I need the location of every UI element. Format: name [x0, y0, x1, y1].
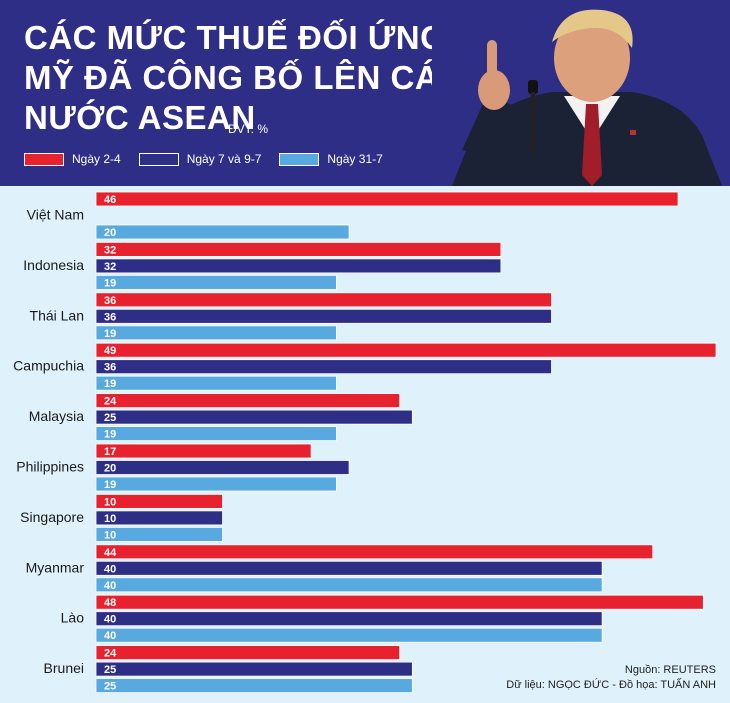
bar [95, 292, 552, 308]
bar [95, 393, 401, 409]
data-label: 24 [104, 648, 117, 660]
unit-label: ĐVT: % [228, 122, 269, 136]
legend-swatch-2 [138, 152, 179, 166]
category-label: Philippines [16, 459, 84, 475]
data-label: 19 [104, 429, 116, 441]
data-label: 44 [104, 547, 117, 559]
data-label: 25 [104, 681, 116, 693]
bar [95, 577, 603, 593]
data-label: 19 [104, 277, 116, 289]
source-line-1: Nguồn: REUTERS [624, 664, 716, 676]
bar [95, 443, 312, 459]
bar [95, 460, 350, 475]
legend-label-1: Ngày 2-4 [72, 152, 121, 166]
category-label: Brunei [44, 660, 84, 676]
legend-item-2: Ngày 7 và 9-7 [138, 152, 262, 166]
speaker-photo [432, 0, 730, 186]
title-line-3: NƯỚC ASEAN [24, 99, 256, 136]
data-label: 40 [104, 630, 116, 642]
category-label: Myanmar [26, 559, 85, 575]
bar [95, 258, 502, 274]
legend-label-2: Ngày 7 và 9-7 [186, 152, 262, 166]
chart-header: CÁC MỨC THUẾ ĐỐI ỨNG MỸ ĐÃ CÔNG BỐ LÊN C… [0, 0, 730, 186]
data-label: 20 [104, 227, 116, 239]
source-line-2: Dữ liệu: NGỌC ĐỨC - Đồ họa: TUẤN ANH [506, 679, 716, 691]
category-label: Indonesia [23, 257, 84, 273]
data-label: 10 [104, 496, 116, 508]
data-label: 46 [104, 194, 116, 206]
bar-chart: Việt Nam 46 20 Indonesia 32 32 19 Thái Lan 36 36 1… [13, 191, 717, 694]
data-label: 19 [104, 479, 116, 491]
bar [95, 191, 679, 207]
data-label: 10 [104, 513, 116, 525]
data-label: 40 [104, 563, 116, 575]
title-line-1: CÁC MỨC THUẾ ĐỐI ỨNG [24, 19, 447, 56]
legend-item-3: Ngày 31-7 [279, 152, 383, 166]
bar [95, 375, 337, 391]
bar [95, 224, 350, 240]
bar [95, 544, 654, 560]
bar [95, 510, 223, 526]
data-label: 25 [104, 412, 116, 424]
category-label: Malaysia [29, 408, 84, 424]
data-label: 36 [104, 295, 116, 307]
bar [95, 645, 401, 661]
data-label: 40 [104, 614, 116, 626]
data-label: 19 [104, 378, 116, 390]
plot-area: Việt Nam 46 20 Indonesia 32 32 19 Thái Lan 36 36 1… [0, 186, 730, 703]
bar [95, 661, 413, 677]
data-label: 19 [104, 328, 116, 340]
bar [95, 342, 717, 358]
data-label: 32 [104, 244, 116, 256]
legend: Ngày 2-4 Ngày 7 và 9-7 Ngày 31-7 [24, 150, 401, 168]
data-label: 10 [104, 529, 116, 541]
bar [95, 493, 223, 509]
category-label: Lào [61, 610, 85, 626]
data-label: 48 [104, 597, 116, 609]
category-label: Campuchia [13, 358, 84, 374]
title-line-2: MỸ ĐÃ CÔNG BỐ LÊN CÁC [24, 59, 464, 96]
data-label: 25 [104, 664, 116, 676]
bar [95, 426, 337, 442]
chart-title: CÁC MỨC THUẾ ĐỐI ỨNG MỸ ĐÃ CÔNG BỐ LÊN C… [24, 18, 464, 138]
bar [95, 611, 603, 627]
bar [95, 359, 552, 375]
data-label: 32 [104, 261, 116, 273]
legend-swatch-1 [24, 152, 64, 166]
bar [95, 476, 337, 492]
bar [95, 308, 552, 324]
source-credit: Nguồn: REUTERS Dữ liệu: NGỌC ĐỨC - Đồ họ… [506, 663, 716, 693]
data-label: 49 [104, 345, 116, 357]
bar [95, 409, 413, 425]
legend-item-1: Ngày 2-4 [24, 152, 121, 166]
bar [95, 627, 603, 643]
legend-label-3: Ngày 31-7 [327, 152, 383, 166]
bar [95, 678, 413, 694]
data-label: 40 [104, 580, 116, 592]
bar [95, 325, 337, 341]
bar [95, 275, 337, 290]
bar [95, 594, 704, 610]
data-label: 36 [104, 311, 116, 323]
data-label: 17 [104, 446, 116, 458]
legend-swatch-3 [279, 152, 320, 166]
category-label: Singapore [20, 509, 84, 525]
category-label: Thái Lan [30, 307, 84, 323]
bar [95, 242, 502, 257]
category-label: Việt Nam [27, 207, 84, 223]
data-label: 36 [104, 362, 116, 374]
bar [95, 526, 223, 542]
data-label: 20 [104, 463, 116, 475]
data-label: 24 [104, 396, 117, 408]
bar [95, 560, 603, 576]
